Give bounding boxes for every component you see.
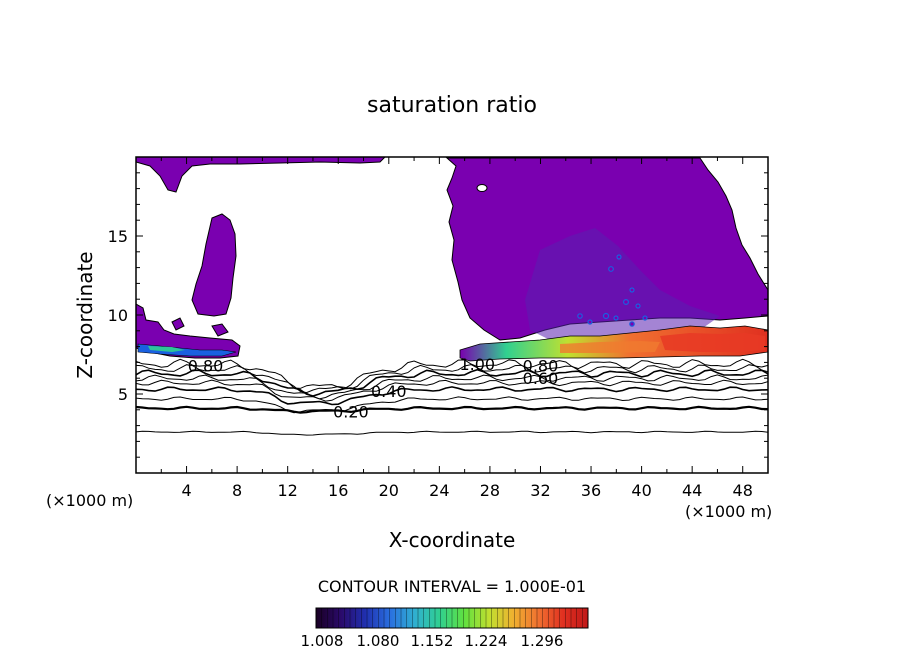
x-tick-label: 16	[328, 481, 348, 500]
y-axis-title: Z-coordinate	[73, 251, 97, 378]
contour-label: 0.60	[523, 369, 559, 388]
x-tick-label: 36	[581, 481, 601, 500]
contour-labels: 0.800.400.201.00 0.800.60	[188, 355, 559, 421]
y-axis-ticks: 5 10 15	[108, 172, 768, 458]
x-tick-label: 28	[480, 481, 500, 500]
contour-label: 0.20	[333, 402, 369, 421]
x-axis-title: X-coordinate	[389, 528, 516, 552]
colorbar-tick-label: 1.008	[301, 632, 344, 650]
colorbar-tick-label: 1.224	[465, 632, 508, 650]
x-scale-label-right: (×1000 m)	[685, 502, 772, 521]
contour-line	[136, 386, 768, 406]
region-left-column	[191, 213, 237, 317]
colorbar-tick-label: 1.296	[521, 632, 564, 650]
contour-line	[136, 358, 768, 390]
region-top-left	[136, 157, 386, 193]
x-tick-label: 24	[429, 481, 449, 500]
y-tick-label: 10	[108, 306, 128, 325]
colorbar-tick-label: 1.152	[411, 632, 454, 650]
contour-label: 0.80	[523, 357, 559, 376]
x-tick-label: 4	[181, 481, 191, 500]
cloud-core-left	[148, 346, 185, 352]
contour-line	[136, 364, 768, 394]
contour-lines	[136, 358, 768, 436]
contour-label: 0.40	[371, 382, 407, 401]
contour-line	[136, 430, 768, 436]
region-right-shading	[525, 228, 720, 342]
contour-line	[136, 396, 768, 414]
cloud-core-right	[660, 333, 765, 352]
colorbar-labels: 1.008 1.080 1.152 1.224 1.296	[301, 632, 564, 650]
region-right-hole	[476, 184, 488, 192]
x-tick-label: 12	[278, 481, 298, 500]
speckles	[577, 254, 648, 327]
x-tick-label: 48	[733, 481, 753, 500]
x-tick-label: 40	[631, 481, 651, 500]
colorbar-stripes	[321, 608, 583, 628]
x-tick-label: 8	[232, 481, 242, 500]
contour-line	[136, 368, 768, 397]
cloud-core-mid	[560, 341, 660, 353]
island-2	[211, 323, 229, 337]
y-tick-label: 5	[118, 385, 128, 404]
x-scale-label-left: (×1000 m)	[46, 491, 133, 510]
x-tick-label: 32	[530, 481, 550, 500]
y-tick-label: 15	[108, 227, 128, 246]
contour-label: 0.80	[188, 357, 224, 376]
colorbar-tick-label: 1.080	[357, 632, 400, 650]
plot-area	[136, 157, 768, 436]
chart-title: saturation ratio	[367, 93, 537, 118]
island-1	[171, 317, 185, 331]
colorbar: 1.008 1.080 1.152 1.224 1.296	[301, 607, 589, 650]
contour-interval-note: CONTOUR INTERVAL = 1.000E-01	[318, 577, 586, 596]
x-tick-label: 44	[682, 481, 702, 500]
x-axis-ticks: 4 8 12 16 20 24 28 32 36 40 44 48	[160, 157, 753, 500]
contour-label: 1.00	[459, 355, 495, 374]
contour-line	[136, 405, 768, 414]
region-left-edge	[136, 303, 241, 359]
contour-line	[136, 374, 768, 400]
x-tick-label: 20	[379, 481, 399, 500]
contour-line	[136, 379, 768, 402]
